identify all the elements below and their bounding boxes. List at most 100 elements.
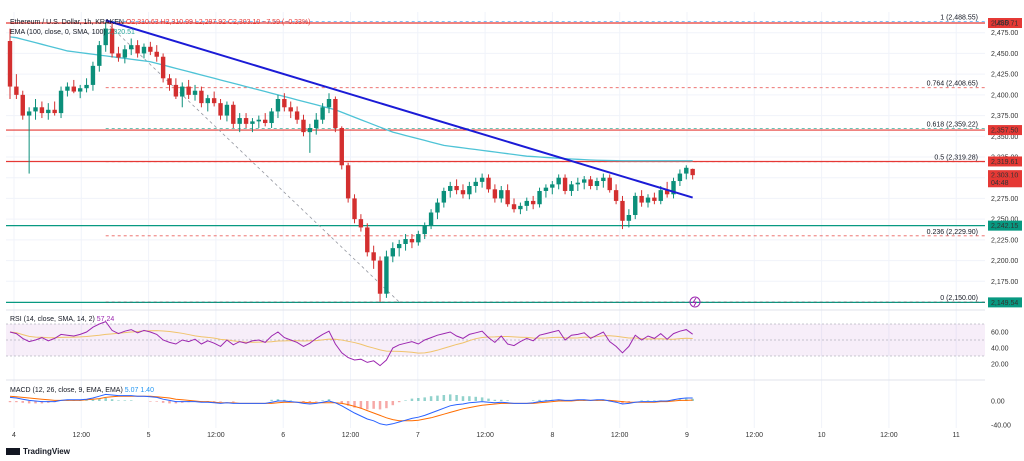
- candle: [294, 106, 300, 124]
- rsi-pane[interactable]: [6, 320, 985, 367]
- candle-body: [505, 190, 510, 205]
- price-badge: [988, 220, 1022, 231]
- time-tick-label: 12:00: [207, 432, 225, 439]
- price-axis[interactable]: 2,475.00 2,450.00 2,425.00 2,400.00 2,375.00…: [988, 18, 1022, 430]
- candle: [486, 174, 491, 193]
- candle: [231, 101, 236, 128]
- candle: [237, 113, 242, 133]
- candle-body: [326, 99, 332, 108]
- price-tick-label: 2,375.00: [991, 113, 1018, 120]
- candle: [428, 209, 434, 230]
- candle-body: [479, 177, 485, 182]
- candle: [282, 93, 287, 112]
- time-tick-label: 8: [550, 432, 554, 439]
- candle: [575, 177, 581, 191]
- candle: [135, 40, 140, 58]
- candle-body: [135, 45, 140, 54]
- candle: [339, 126, 344, 170]
- candle-body: [441, 190, 447, 203]
- candle: [205, 94, 210, 112]
- candle: [384, 250, 389, 298]
- candle: [46, 103, 51, 120]
- candle: [613, 184, 619, 205]
- candle-body: [116, 53, 121, 58]
- candle: [690, 168, 695, 180]
- candle: [218, 99, 223, 120]
- candle: [556, 174, 561, 190]
- price-tick-label: 2,425.00: [991, 72, 1018, 79]
- candle: [199, 86, 204, 108]
- candle-body: [103, 28, 108, 46]
- time-tick-label: 9: [685, 432, 689, 439]
- candle: [396, 239, 402, 257]
- candle-body: [664, 190, 670, 195]
- ema-value: 2,320.51: [107, 29, 135, 36]
- candle-body: [211, 98, 217, 104]
- candle-body: [186, 86, 191, 95]
- time-tick-label: 7: [416, 432, 420, 439]
- candle: [390, 242, 395, 263]
- time-tick-label: 12:00: [476, 432, 494, 439]
- candle: [186, 79, 191, 99]
- candle: [269, 108, 274, 128]
- candle: [122, 45, 128, 64]
- candle-body: [594, 181, 600, 186]
- trend-line[interactable]: [105, 19, 693, 199]
- candle: [326, 93, 332, 114]
- candle-body: [282, 99, 287, 108]
- rsi-value: 57.24: [96, 316, 115, 323]
- candle-body: [58, 90, 64, 114]
- candle: [256, 115, 262, 128]
- ohlc-open: O2,310.63: [125, 19, 159, 26]
- candle: [473, 177, 478, 193]
- candle-body: [409, 239, 415, 243]
- candle-body: [269, 111, 274, 124]
- ohlc-low: L2,297.92: [194, 19, 227, 26]
- macd-signal-line: [9, 395, 693, 422]
- price-badge: [988, 297, 1022, 308]
- candle: [569, 181, 574, 196]
- price-tick-label: 2,225.00: [991, 237, 1018, 244]
- price-tick-label: 2,400.00: [991, 92, 1018, 99]
- candle-body: [582, 179, 587, 183]
- macd-values: 5.07 1.40: [124, 387, 154, 394]
- candle-body: [575, 182, 581, 185]
- candle: [684, 165, 689, 180]
- candle: [263, 113, 268, 127]
- candle: [677, 169, 683, 186]
- candle-body: [633, 195, 638, 215]
- bearish-trend-line: [105, 19, 693, 199]
- candle: [441, 187, 447, 208]
- candles[interactable]: [7, 22, 695, 302]
- candle: [352, 194, 357, 224]
- candle-body: [7, 41, 13, 87]
- macd-pane[interactable]: [8, 393, 694, 426]
- candle-body: [218, 103, 223, 116]
- time-axis[interactable]: 4 12:00 5 12:00 6 12:00 7 12:00 8 12:00 9 12:00 10 12…: [12, 432, 960, 439]
- candle-body: [14, 86, 19, 95]
- candle-body: [339, 128, 344, 166]
- candle: [250, 118, 255, 133]
- candle: [167, 74, 172, 91]
- lightning-icon[interactable]: [689, 296, 701, 308]
- candle: [416, 230, 421, 246]
- candle: [173, 78, 179, 99]
- candle-body: [33, 107, 38, 112]
- price-tick-label: 2,175.00: [991, 279, 1018, 286]
- time-tick-label: 12:00: [73, 432, 91, 439]
- fib-label-4: 0.236 (2,229.90): [927, 229, 978, 236]
- candle: [588, 176, 593, 190]
- candle-body: [365, 227, 370, 253]
- candle: [33, 99, 38, 120]
- header-line-1: Ethereum / U.S. Dollar, 1h, KRAKEN O2,31…: [10, 19, 311, 26]
- candle-body: [148, 46, 153, 52]
- candle-body: [473, 181, 478, 186]
- candle: [524, 197, 529, 211]
- candle-body: [167, 78, 172, 85]
- candle-body: [524, 200, 529, 206]
- candle: [301, 114, 306, 137]
- candle-body: [639, 195, 644, 203]
- candle-body: [358, 219, 364, 228]
- rsi-tick-label: 20.00: [991, 362, 1009, 369]
